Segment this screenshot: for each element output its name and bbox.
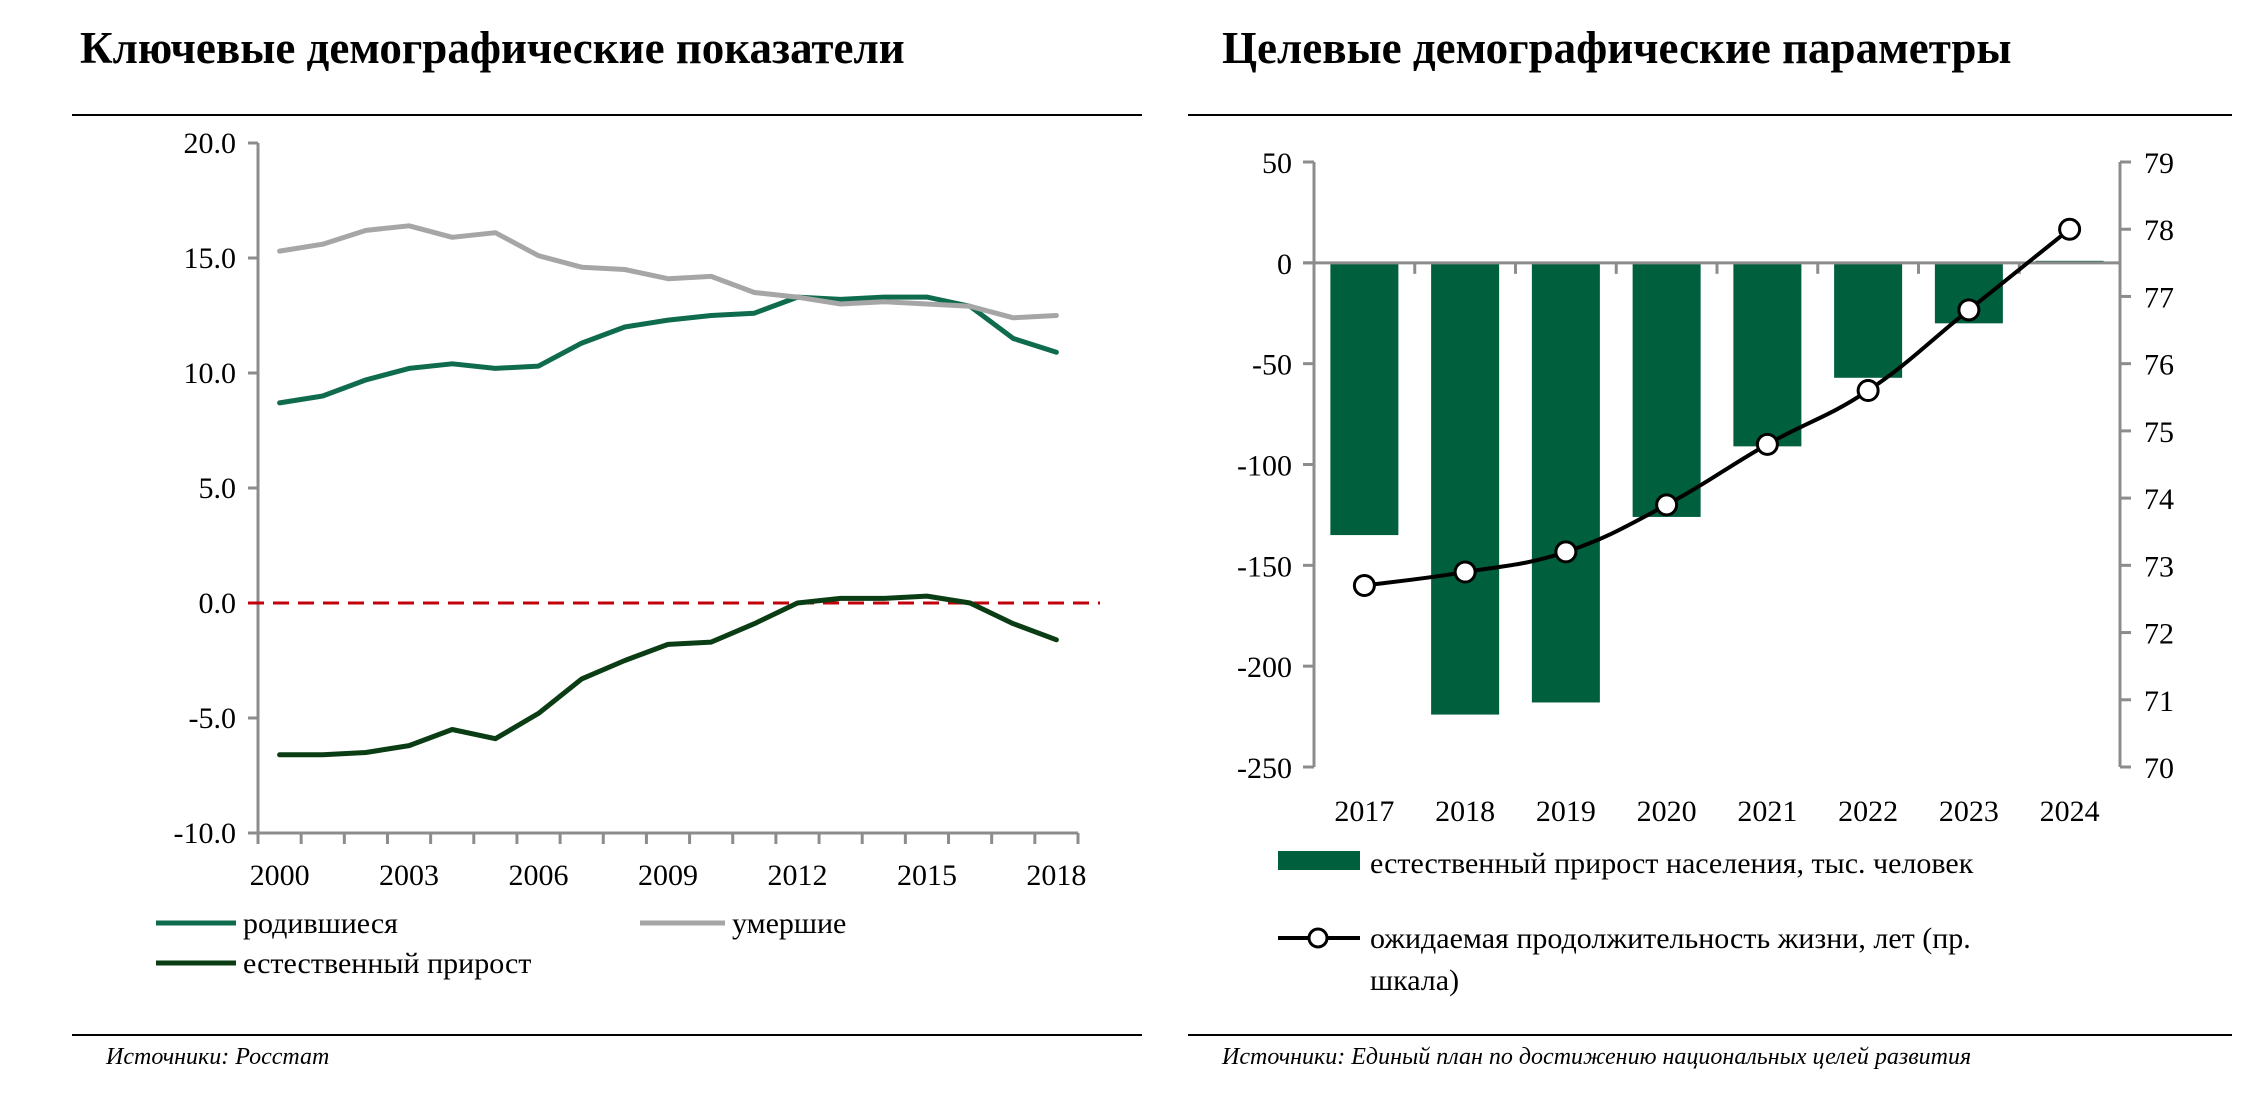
x-tick-label: 2018 xyxy=(1435,795,1495,828)
x-tick-label: 2022 xyxy=(1838,795,1898,828)
y-tick-label: 5.0 xyxy=(199,472,237,505)
right-y-tick-label: 73 xyxy=(2144,550,2174,583)
legend-label-natural: естественный прирост xyxy=(243,947,531,980)
x-tick-label: 2003 xyxy=(379,859,439,892)
x-tick-label: 2012 xyxy=(767,859,827,892)
right-y-tick-label: 72 xyxy=(2144,618,2174,651)
left-bottom-rule xyxy=(72,1034,1142,1036)
x-tick-label: 2009 xyxy=(638,859,698,892)
x-tick-label: 2015 xyxy=(897,859,957,892)
right-y-tick-label: 77 xyxy=(2144,281,2174,314)
right-y-tick-label: 79 xyxy=(2144,147,2174,180)
y-tick-label: 20.0 xyxy=(184,127,237,160)
right-y-tick-label: 76 xyxy=(2144,349,2174,382)
right-y-tick-label: 74 xyxy=(2144,483,2174,516)
life-marker-2018 xyxy=(1453,560,1477,584)
left-top-rule xyxy=(72,114,1142,116)
left-source-note: Источники: Росстат xyxy=(106,1044,330,1070)
y-tick-label: -10.0 xyxy=(174,817,237,850)
life-marker-2017 xyxy=(1352,574,1376,597)
legend-label-life-line: ожидаемая продолжительность жизни, лет (… xyxy=(1370,922,1971,955)
bar-2019 xyxy=(1531,262,1600,703)
bar-2017 xyxy=(1330,262,1399,536)
left-y-tick-label: 0 xyxy=(1277,248,1292,281)
y-tick-label: 15.0 xyxy=(184,242,237,275)
legend-label-deaths: умершие xyxy=(732,907,846,940)
bar-2018 xyxy=(1431,262,1500,715)
left-y-tick-label: -50 xyxy=(1252,349,1292,382)
x-tick-label: 2021 xyxy=(1737,795,1797,828)
life-marker-2020 xyxy=(1655,493,1679,517)
right-y-tick-label: 75 xyxy=(2144,416,2174,449)
y-tick-label: 0.0 xyxy=(199,587,237,620)
left-y-tick-label: -100 xyxy=(1237,450,1292,483)
life-marker-2019 xyxy=(1554,540,1578,564)
left-y-tick-label: 50 xyxy=(1262,147,1292,180)
right-y-tick-label: 71 xyxy=(2144,685,2174,718)
x-tick-label: 2020 xyxy=(1637,795,1697,828)
legend-label-bars: естественный прирост населения, тыс. чел… xyxy=(1370,847,1974,880)
life-marker-2021 xyxy=(1755,432,1779,456)
left-line-chart: 20.0 15.0 10.0 5.0 0.0 -5.0 -10.0 2000 2003 2006 2… xyxy=(156,127,1100,980)
left-y-tick-label: -250 xyxy=(1237,752,1292,785)
life-marker-2024 xyxy=(2058,217,2082,241)
x-tick-label: 2017 xyxy=(1334,795,1394,828)
legend-swatch-bars xyxy=(1278,851,1360,870)
x-tick-label: 2018 xyxy=(1026,859,1086,892)
bar-2022 xyxy=(1834,262,1903,378)
x-tick-label: 2019 xyxy=(1536,795,1596,828)
right-source-note: Источники: Единый план по достижению нац… xyxy=(1222,1044,1972,1070)
legend-label-births: родившиеся xyxy=(243,907,398,940)
right-top-rule xyxy=(1188,114,2232,116)
bar-2020 xyxy=(1632,262,1701,517)
x-tick-label: 2024 xyxy=(2040,795,2100,828)
y-tick-label: -5.0 xyxy=(189,702,237,735)
right-y-tick-label: 70 xyxy=(2144,752,2174,785)
y-tick-label: 10.0 xyxy=(184,357,237,390)
right-bar-line-chart: 50 0 -50 -100 -150 -200 -250 79 78 77 76 75 74 73 72 71… xyxy=(1237,147,2174,997)
x-tick-label: 2023 xyxy=(1939,795,1999,828)
bar-2021 xyxy=(1733,262,1802,447)
right-bottom-rule xyxy=(1188,1034,2232,1036)
life-marker-2023 xyxy=(1957,298,1981,322)
left-y-tick-label: -150 xyxy=(1237,550,1292,583)
legend-label-life-line-cont: шкала) xyxy=(1370,964,1459,997)
legend-life-marker xyxy=(1307,927,1329,949)
x-tick-label: 2006 xyxy=(509,859,569,892)
right-y-tick-label: 78 xyxy=(2144,214,2174,247)
life-marker-2022 xyxy=(1856,379,1880,403)
left-chart-title: Ключевые демографические показатели xyxy=(80,23,905,73)
x-tick-label: 2000 xyxy=(250,859,310,892)
left-y-tick-label: -200 xyxy=(1237,651,1292,684)
right-chart-title: Целевые демографические параметры xyxy=(1222,23,2012,73)
